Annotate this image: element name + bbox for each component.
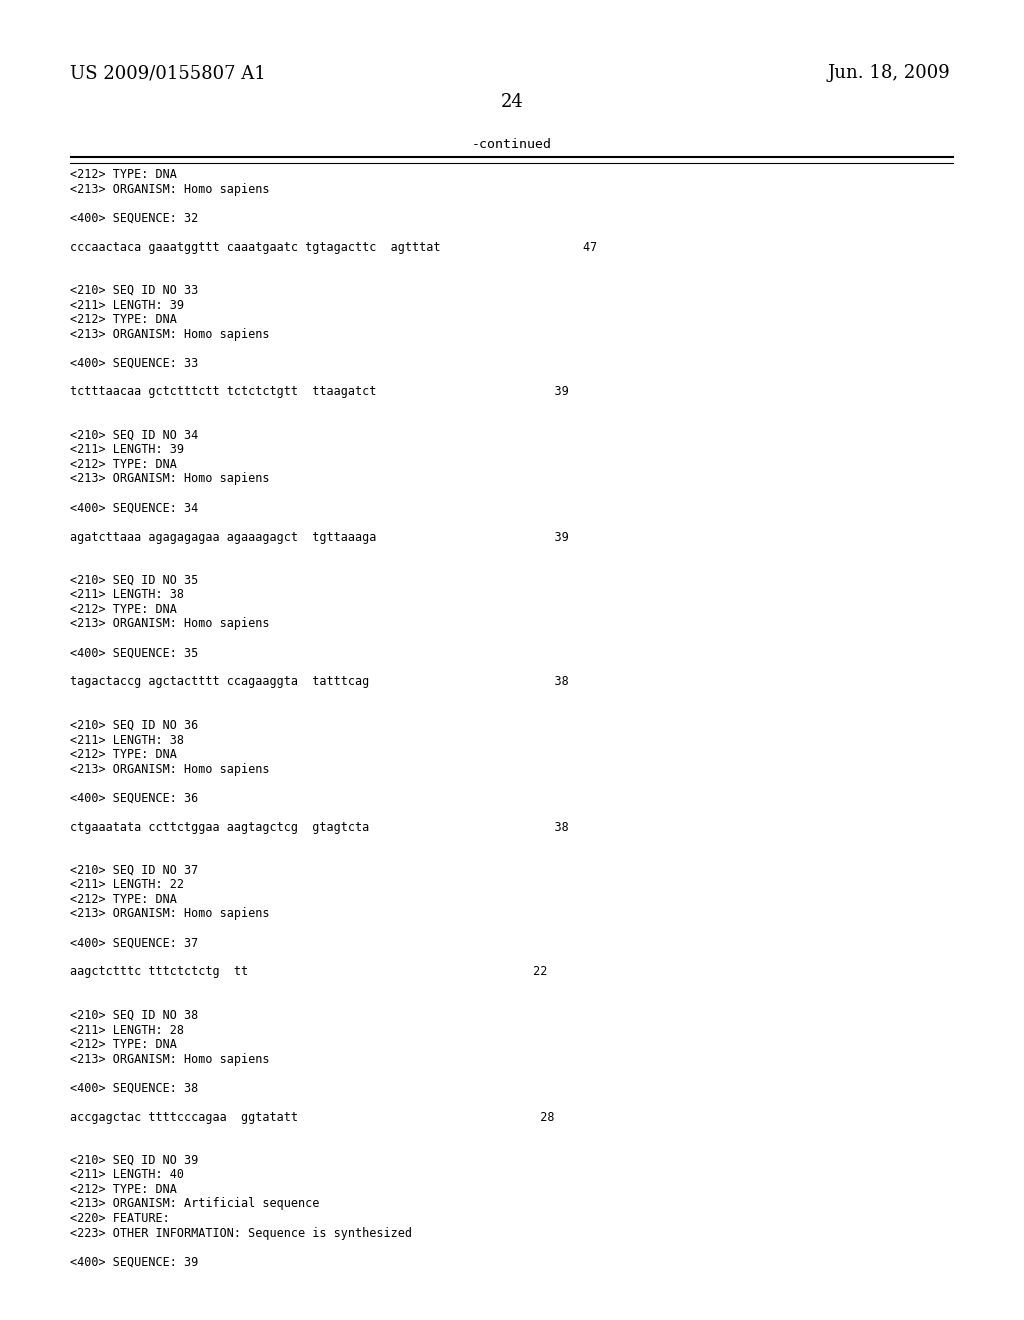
Text: <212> TYPE: DNA: <212> TYPE: DNA [70,313,177,326]
Text: <210> SEQ ID NO 36: <210> SEQ ID NO 36 [70,719,199,733]
Text: <223> OTHER INFORMATION: Sequence is synthesized: <223> OTHER INFORMATION: Sequence is syn… [70,1226,412,1239]
Text: Jun. 18, 2009: Jun. 18, 2009 [827,63,950,82]
Text: <212> TYPE: DNA: <212> TYPE: DNA [70,603,177,616]
Text: agatcttaaa agagagagaa agaaagagct  tgttaaaga                         39: agatcttaaa agagagagaa agaaagagct tgttaaa… [70,531,568,544]
Text: <400> SEQUENCE: 38: <400> SEQUENCE: 38 [70,1081,199,1094]
Text: <210> SEQ ID NO 34: <210> SEQ ID NO 34 [70,429,199,442]
Text: <400> SEQUENCE: 37: <400> SEQUENCE: 37 [70,936,199,949]
Text: tctttaacaa gctctttctt tctctctgtt  ttaagatct                         39: tctttaacaa gctctttctt tctctctgtt ttaagat… [70,385,568,399]
Text: <400> SEQUENCE: 32: <400> SEQUENCE: 32 [70,211,199,224]
Text: <211> LENGTH: 28: <211> LENGTH: 28 [70,1023,184,1036]
Text: <213> ORGANISM: Homo sapiens: <213> ORGANISM: Homo sapiens [70,908,269,920]
Text: <213> ORGANISM: Homo sapiens: <213> ORGANISM: Homo sapiens [70,327,269,341]
Text: <400> SEQUENCE: 36: <400> SEQUENCE: 36 [70,792,199,804]
Text: <213> ORGANISM: Homo sapiens: <213> ORGANISM: Homo sapiens [70,763,269,776]
Text: <213> ORGANISM: Homo sapiens: <213> ORGANISM: Homo sapiens [70,618,269,631]
Text: tagactaccg agctactttt ccagaaggta  tatttcag                          38: tagactaccg agctactttt ccagaaggta tatttca… [70,676,568,689]
Text: <211> LENGTH: 22: <211> LENGTH: 22 [70,879,184,891]
Text: <212> TYPE: DNA: <212> TYPE: DNA [70,1183,177,1196]
Text: <210> SEQ ID NO 35: <210> SEQ ID NO 35 [70,574,199,587]
Text: -continued: -continued [472,139,552,150]
Text: <212> TYPE: DNA: <212> TYPE: DNA [70,1038,177,1051]
Text: <213> ORGANISM: Homo sapiens: <213> ORGANISM: Homo sapiens [70,182,269,195]
Text: <213> ORGANISM: Artificial sequence: <213> ORGANISM: Artificial sequence [70,1197,319,1210]
Text: <211> LENGTH: 39: <211> LENGTH: 39 [70,444,184,457]
Text: <213> ORGANISM: Homo sapiens: <213> ORGANISM: Homo sapiens [70,1052,269,1065]
Text: <213> ORGANISM: Homo sapiens: <213> ORGANISM: Homo sapiens [70,473,269,486]
Text: ctgaaatata ccttctggaa aagtagctcg  gtagtcta                          38: ctgaaatata ccttctggaa aagtagctcg gtagtct… [70,821,568,833]
Text: <400> SEQUENCE: 35: <400> SEQUENCE: 35 [70,647,199,660]
Text: <210> SEQ ID NO 37: <210> SEQ ID NO 37 [70,865,199,876]
Text: <212> TYPE: DNA: <212> TYPE: DNA [70,748,177,762]
Text: cccaactaca gaaatggttt caaatgaatc tgtagacttc  agtttat                    47: cccaactaca gaaatggttt caaatgaatc tgtagac… [70,240,597,253]
Text: US 2009/0155807 A1: US 2009/0155807 A1 [70,63,266,82]
Text: <400> SEQUENCE: 39: <400> SEQUENCE: 39 [70,1255,199,1269]
Text: <211> LENGTH: 40: <211> LENGTH: 40 [70,1168,184,1181]
Text: <211> LENGTH: 39: <211> LENGTH: 39 [70,298,184,312]
Text: <210> SEQ ID NO 38: <210> SEQ ID NO 38 [70,1008,199,1022]
Text: <400> SEQUENCE: 34: <400> SEQUENCE: 34 [70,502,199,515]
Text: <211> LENGTH: 38: <211> LENGTH: 38 [70,734,184,747]
Text: <400> SEQUENCE: 33: <400> SEQUENCE: 33 [70,356,199,370]
Text: <212> TYPE: DNA: <212> TYPE: DNA [70,168,177,181]
Text: <212> TYPE: DNA: <212> TYPE: DNA [70,894,177,906]
Text: <212> TYPE: DNA: <212> TYPE: DNA [70,458,177,471]
Text: 24: 24 [501,92,523,111]
Text: <210> SEQ ID NO 33: <210> SEQ ID NO 33 [70,284,199,297]
Text: <210> SEQ ID NO 39: <210> SEQ ID NO 39 [70,1154,199,1167]
Text: accgagctac ttttcccagaa  ggtatatt                                  28: accgagctac ttttcccagaa ggtatatt 28 [70,1110,555,1123]
Text: <211> LENGTH: 38: <211> LENGTH: 38 [70,589,184,602]
Text: <220> FEATURE:: <220> FEATURE: [70,1212,170,1225]
Text: aagctctttc tttctctctg  tt                                        22: aagctctttc tttctctctg tt 22 [70,965,548,978]
